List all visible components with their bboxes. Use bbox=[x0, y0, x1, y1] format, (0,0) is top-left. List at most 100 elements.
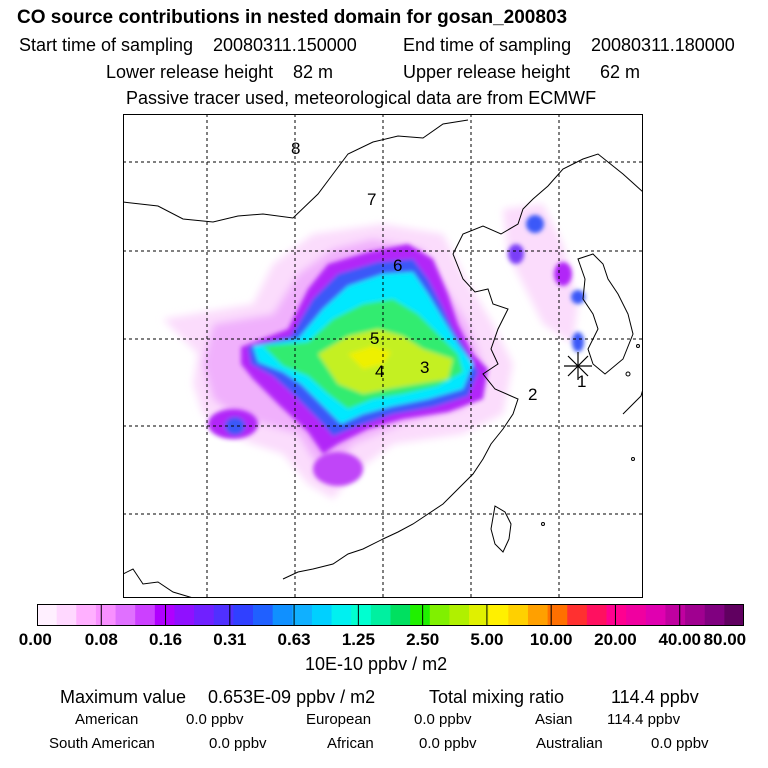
colorbar-cell bbox=[724, 604, 744, 626]
region-label-8: 8 bbox=[291, 139, 300, 158]
colorbar-tick: 0.63 bbox=[277, 630, 311, 649]
colorbar-cell bbox=[508, 604, 529, 626]
african-value: 0.0 ppbv bbox=[419, 735, 477, 752]
colorbar-tick: 1.25 bbox=[341, 630, 375, 649]
colorbar-cell bbox=[626, 604, 647, 626]
colorbar-cell bbox=[429, 604, 450, 626]
region-label-7: 7 bbox=[367, 190, 376, 209]
colorbar-cell bbox=[351, 604, 372, 626]
colorbar-unit-label: 10E-10 ppbv / m2 bbox=[305, 654, 448, 674]
map-frame bbox=[123, 114, 643, 598]
plume-coast-1 bbox=[526, 215, 544, 233]
australian-label: Australian bbox=[536, 735, 603, 752]
end-time-value: 20080311.180000 bbox=[591, 35, 735, 55]
colorbar-cell bbox=[56, 604, 77, 626]
american-label: American bbox=[75, 711, 139, 728]
upper-height-value: 62 m bbox=[600, 62, 641, 82]
colorbar-cell bbox=[76, 604, 97, 626]
european-label: European bbox=[306, 711, 372, 728]
colorbar bbox=[37, 604, 744, 626]
colorbar-cell bbox=[115, 604, 136, 626]
plume-south-lobe bbox=[313, 452, 363, 486]
model-note: Passive tracer used, meteorological data… bbox=[126, 88, 597, 108]
colorbar-frame bbox=[37, 604, 744, 626]
colorbar-cell bbox=[586, 604, 607, 626]
colorbar-cell bbox=[469, 604, 490, 626]
colorbar-cell bbox=[292, 604, 313, 626]
lower-height-label: Lower release height bbox=[106, 62, 274, 82]
region-labels: 1 2 3 4 5 6 7 8 bbox=[291, 139, 586, 404]
plume-coast-3 bbox=[554, 262, 572, 286]
colorbar-cell bbox=[95, 604, 116, 626]
colorbar-cell bbox=[233, 604, 254, 626]
islands bbox=[541, 344, 640, 526]
colorbar-cell bbox=[253, 604, 274, 626]
region-label-6: 6 bbox=[393, 256, 402, 275]
asian-label: Asian bbox=[535, 711, 573, 728]
island-4 bbox=[636, 344, 640, 348]
max-value-label: Maximum value bbox=[60, 687, 187, 707]
colorbar-tick: 40.00 bbox=[658, 630, 701, 649]
colorbar-cell bbox=[547, 604, 568, 626]
concentration-map: 1 2 3 4 5 6 7 8 bbox=[123, 114, 643, 598]
coastline-bohai bbox=[282, 253, 519, 580]
region-label-5: 5 bbox=[370, 329, 379, 348]
colorbar-cell bbox=[567, 604, 588, 626]
south-american-label: South American bbox=[49, 735, 155, 752]
colorbar-cell bbox=[37, 604, 58, 626]
max-value: 0.653E-09 ppbv / m2 bbox=[208, 687, 376, 707]
colorbar-cell bbox=[311, 604, 332, 626]
colorbar-cell bbox=[370, 604, 391, 626]
colorbar-cell bbox=[527, 604, 549, 626]
coastline-korea bbox=[577, 253, 634, 375]
total-mixing-label: Total mixing ratio bbox=[429, 687, 565, 707]
colorbar-cell bbox=[174, 604, 195, 626]
plume-faint-east bbox=[503, 204, 578, 344]
plume-coast-4 bbox=[571, 290, 585, 304]
colorbar-cell bbox=[606, 604, 627, 626]
colorbar-tick: 20.00 bbox=[594, 630, 637, 649]
colorbar-cell bbox=[154, 604, 175, 626]
colorbar-cell bbox=[410, 604, 431, 626]
african-label: African bbox=[327, 735, 374, 752]
colorbar-cell bbox=[488, 604, 509, 626]
colorbar-cell bbox=[645, 604, 666, 626]
colorbar-cell bbox=[685, 604, 706, 626]
graticule bbox=[123, 114, 643, 598]
colorbar-cell bbox=[194, 604, 215, 626]
region-label-1: 1 bbox=[577, 372, 586, 391]
island-1 bbox=[625, 371, 631, 377]
coastline-mainland bbox=[123, 119, 469, 223]
colorbar-tick: 2.50 bbox=[406, 630, 440, 649]
colorbar-tick: 5.00 bbox=[470, 630, 504, 649]
colorbar-cell bbox=[449, 604, 470, 626]
coastline-east bbox=[452, 153, 643, 255]
upper-height-label: Upper release height bbox=[403, 62, 571, 82]
colorbar-tick: 0.08 bbox=[84, 630, 118, 649]
region-label-2: 2 bbox=[528, 385, 537, 404]
start-time-value: 20080311.150000 bbox=[213, 35, 357, 55]
european-value: 0.0 ppbv bbox=[414, 711, 472, 728]
colorbar-cell bbox=[665, 604, 686, 626]
receptor-star-icon bbox=[564, 352, 592, 380]
colorbar-cell bbox=[390, 604, 411, 626]
chart-title: CO source contributions in nested domain… bbox=[17, 7, 568, 28]
colorbar-tick: 10.00 bbox=[529, 630, 573, 649]
colorbar-tick: 80.00 bbox=[703, 630, 747, 649]
end-time-label: End time of sampling bbox=[403, 35, 572, 55]
south-american-value: 0.0 ppbv bbox=[209, 735, 267, 752]
total-mixing-value: 114.4 ppbv bbox=[611, 687, 699, 707]
coastline-taiwan bbox=[490, 505, 512, 553]
plume-west-core bbox=[225, 417, 245, 435]
american-value: 0.0 ppbv bbox=[186, 711, 244, 728]
plume-yellowgreen bbox=[318, 329, 453, 394]
australian-value: 0.0 ppbv bbox=[651, 735, 709, 752]
region-label-4: 4 bbox=[375, 362, 384, 381]
lower-height-value: 82 m bbox=[293, 62, 334, 82]
colorbar-cells bbox=[37, 604, 744, 626]
colorbar-tick: 0.31 bbox=[213, 630, 247, 649]
plume-coast-2 bbox=[508, 244, 524, 264]
start-time-label: Start time of sampling bbox=[19, 35, 194, 55]
colorbar-cell bbox=[331, 604, 352, 626]
colorbar-tick: 0.00 bbox=[18, 630, 52, 649]
